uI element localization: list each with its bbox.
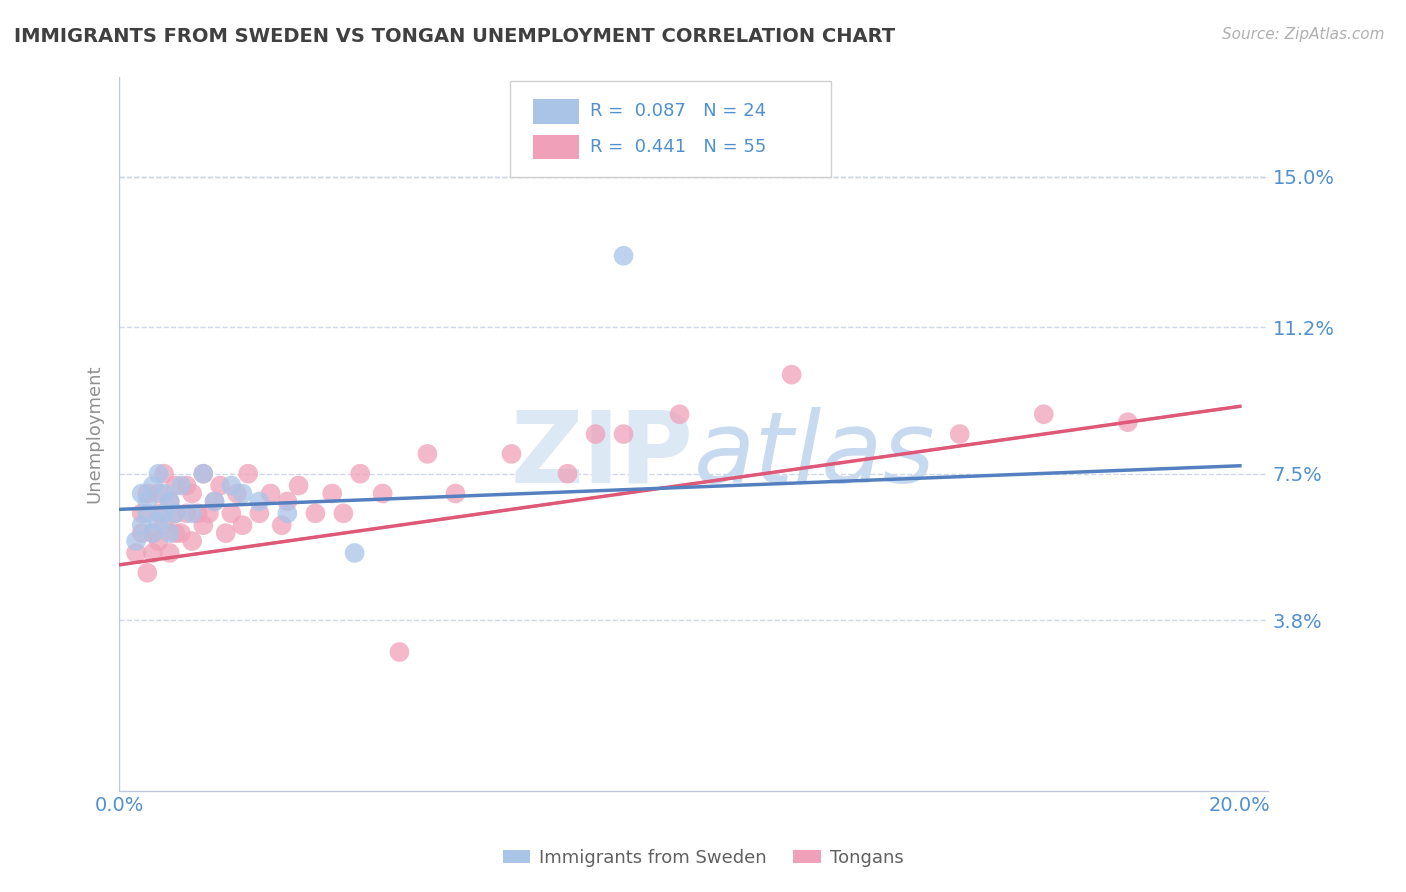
Point — [371, 486, 394, 500]
Y-axis label: Unemployment: Unemployment — [86, 365, 103, 503]
Point — [321, 486, 343, 500]
Point — [221, 478, 243, 492]
Point — [181, 506, 204, 520]
Point — [287, 478, 309, 492]
Point — [148, 534, 170, 549]
Text: R =  0.441   N = 55: R = 0.441 N = 55 — [591, 137, 766, 155]
Point — [142, 526, 165, 541]
Text: Source: ZipAtlas.com: Source: ZipAtlas.com — [1222, 27, 1385, 42]
Point — [181, 486, 204, 500]
Point — [181, 534, 204, 549]
Text: IMMIGRANTS FROM SWEDEN VS TONGAN UNEMPLOYMENT CORRELATION CHART: IMMIGRANTS FROM SWEDEN VS TONGAN UNEMPLO… — [14, 27, 896, 45]
Point — [276, 506, 298, 520]
Point — [780, 368, 803, 382]
Point — [131, 518, 153, 533]
Point — [204, 494, 226, 508]
Point — [215, 526, 238, 541]
Text: atlas: atlas — [693, 407, 935, 504]
Point — [1116, 415, 1139, 429]
Point — [148, 467, 170, 481]
Point — [136, 566, 159, 580]
Point — [170, 478, 193, 492]
Point — [153, 467, 176, 481]
Point — [193, 467, 215, 481]
Point — [349, 467, 371, 481]
Point — [187, 506, 209, 520]
Point — [612, 249, 634, 263]
Point — [159, 494, 181, 508]
Point — [165, 478, 187, 492]
Text: R =  0.087   N = 24: R = 0.087 N = 24 — [591, 102, 766, 120]
Point — [131, 526, 153, 541]
Point — [557, 467, 579, 481]
Point — [612, 427, 634, 442]
Point — [148, 514, 170, 528]
Point — [585, 427, 607, 442]
Point — [170, 526, 193, 541]
Point — [165, 506, 187, 520]
Point — [136, 506, 159, 520]
Bar — [533, 99, 579, 124]
Point — [247, 494, 270, 508]
Point — [416, 447, 439, 461]
Point — [221, 506, 243, 520]
FancyBboxPatch shape — [510, 81, 831, 178]
Point — [125, 534, 148, 549]
Point — [131, 486, 153, 500]
Point — [209, 478, 232, 492]
Point — [501, 447, 523, 461]
Point — [142, 478, 165, 492]
Point — [159, 526, 181, 541]
Point — [276, 494, 298, 508]
Point — [247, 506, 270, 520]
Point — [204, 494, 226, 508]
Point — [148, 506, 170, 520]
Point — [949, 427, 972, 442]
Point — [226, 486, 249, 500]
Point — [165, 506, 187, 520]
Point — [125, 546, 148, 560]
Point — [1032, 407, 1054, 421]
Point — [153, 506, 176, 520]
Point — [444, 486, 467, 500]
Point — [236, 467, 259, 481]
Text: ZIP: ZIP — [510, 407, 693, 504]
Legend: Immigrants from Sweden, Tongans: Immigrants from Sweden, Tongans — [495, 842, 911, 874]
Point — [142, 526, 165, 541]
Point — [159, 494, 181, 508]
Bar — [533, 135, 579, 160]
Point — [193, 467, 215, 481]
Point — [153, 518, 176, 533]
Point — [270, 518, 292, 533]
Point — [198, 506, 221, 520]
Point — [136, 494, 159, 508]
Point — [259, 486, 281, 500]
Point — [136, 486, 159, 500]
Point — [153, 486, 176, 500]
Point — [232, 518, 254, 533]
Point — [332, 506, 354, 520]
Point — [176, 506, 198, 520]
Point — [148, 486, 170, 500]
Point — [176, 478, 198, 492]
Point — [668, 407, 690, 421]
Point — [131, 506, 153, 520]
Point — [232, 486, 254, 500]
Point — [304, 506, 326, 520]
Point — [388, 645, 411, 659]
Point — [165, 526, 187, 541]
Point — [193, 518, 215, 533]
Point — [142, 546, 165, 560]
Point — [159, 546, 181, 560]
Point — [343, 546, 366, 560]
